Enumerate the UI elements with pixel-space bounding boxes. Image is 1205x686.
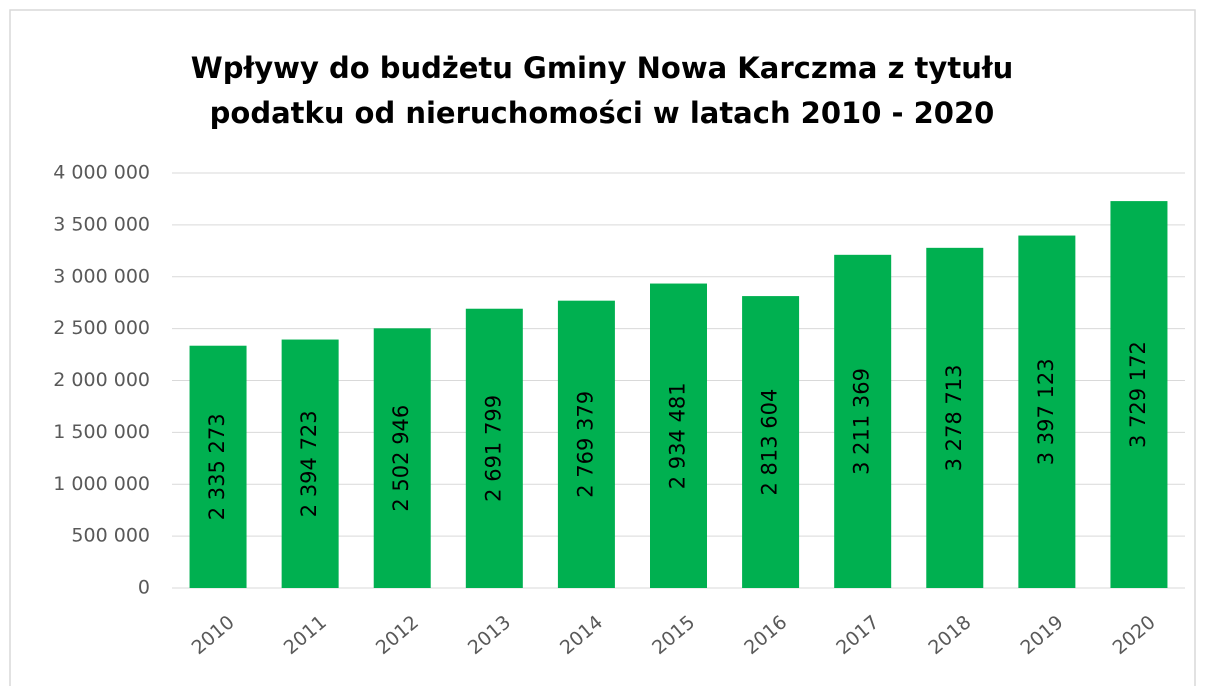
bar [189, 345, 247, 588]
bar [834, 254, 892, 588]
y-tick-label: 500 000 [71, 525, 150, 547]
value-label: 3 278 713 [942, 364, 966, 471]
y-tick-label: 1 000 000 [53, 473, 150, 495]
y-tick-label: 0 [138, 577, 150, 599]
value-label: 2 813 604 [758, 389, 782, 496]
bar [742, 296, 800, 588]
chart-title: podatku od nieruchomości w latach 2010 -… [210, 96, 995, 130]
y-tick-label: 2 000 000 [53, 369, 150, 391]
bar [926, 247, 984, 588]
y-tick-label: 3 000 000 [53, 265, 150, 287]
value-label: 2 934 481 [666, 382, 690, 489]
bar [281, 339, 339, 588]
bar [557, 300, 615, 588]
y-tick-label: 2 500 000 [53, 317, 150, 339]
bar [465, 308, 523, 588]
value-label: 3 729 172 [1126, 341, 1150, 448]
value-label: 2 502 946 [389, 405, 413, 512]
y-tick-label: 1 500 000 [53, 421, 150, 443]
bar [1110, 201, 1168, 589]
value-label: 2 769 379 [573, 391, 597, 498]
value-label: 3 397 123 [1034, 358, 1058, 465]
bar [1018, 235, 1076, 588]
y-tick-label: 4 000 000 [53, 162, 150, 184]
bar [373, 328, 431, 588]
value-label: 2 335 273 [205, 413, 229, 520]
value-label: 3 211 369 [850, 368, 874, 475]
value-label: 2 394 723 [297, 410, 321, 517]
chart-title: Wpływy do budżetu Gminy Nowa Karczma z t… [191, 51, 1014, 85]
value-label: 2 691 799 [481, 395, 505, 502]
y-tick-label: 3 500 000 [53, 213, 150, 235]
bar [650, 283, 707, 588]
